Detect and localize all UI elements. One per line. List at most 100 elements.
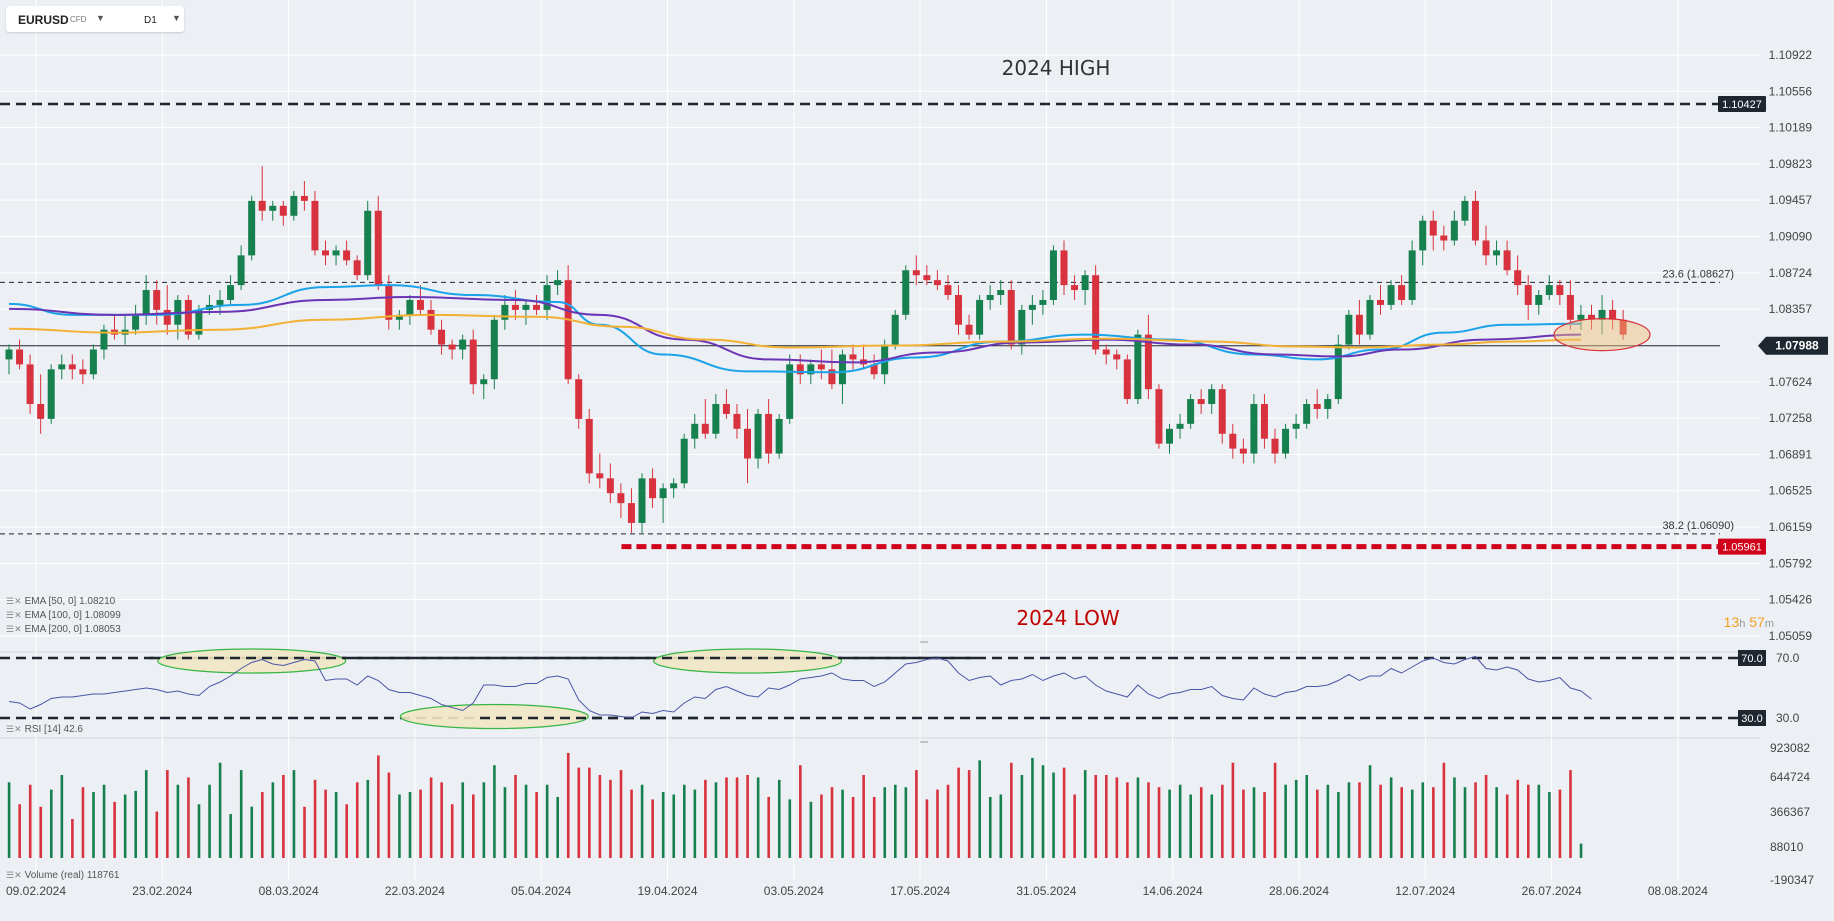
- volume-bar[interactable]: [1157, 787, 1161, 858]
- candle-body[interactable]: [216, 299, 224, 305]
- rsi-highlight-ellipse[interactable]: [652, 648, 843, 674]
- volume-bar[interactable]: [1305, 774, 1309, 858]
- rsi-line[interactable]: [8, 655, 1592, 719]
- candle-body[interactable]: [1461, 200, 1469, 221]
- volume-bar[interactable]: [704, 779, 707, 858]
- volume-bar[interactable]: [883, 787, 887, 858]
- candle-body[interactable]: [290, 195, 298, 216]
- candle-body[interactable]: [828, 369, 836, 385]
- volume-bar[interactable]: [1484, 774, 1488, 858]
- volume-bar[interactable]: [482, 782, 486, 858]
- candle-body[interactable]: [1514, 270, 1522, 286]
- candle-body[interactable]: [5, 349, 13, 360]
- volume-bar[interactable]: [1358, 782, 1361, 858]
- candle-body[interactable]: [1007, 290, 1015, 345]
- volume-bar[interactable]: [577, 767, 581, 858]
- chevron-down-icon[interactable]: ▼: [172, 13, 181, 23]
- candle-body[interactable]: [1566, 295, 1574, 320]
- volume-bar[interactable]: [967, 770, 971, 858]
- volume-bar[interactable]: [134, 790, 137, 858]
- candle-body[interactable]: [459, 339, 467, 350]
- volume-bar[interactable]: [545, 784, 549, 858]
- volume-bar[interactable]: [324, 789, 327, 858]
- volume-bar[interactable]: [229, 814, 232, 858]
- volume-bar[interactable]: [524, 784, 528, 858]
- candle-body[interactable]: [1398, 285, 1406, 300]
- volume-bar[interactable]: [799, 765, 802, 858]
- volume-bar[interactable]: [1463, 787, 1467, 858]
- volume-bar[interactable]: [1284, 784, 1287, 858]
- volume-bar[interactable]: [71, 818, 74, 858]
- candle-body[interactable]: [1471, 200, 1479, 241]
- candle-body[interactable]: [1166, 428, 1173, 444]
- candle-body[interactable]: [680, 438, 688, 484]
- candle-body[interactable]: [944, 285, 952, 296]
- volume-bar[interactable]: [1115, 777, 1119, 858]
- volume-bar[interactable]: [366, 779, 370, 858]
- volume-bar[interactable]: [1242, 789, 1245, 858]
- candle-body[interactable]: [258, 200, 266, 211]
- settings-icon[interactable]: ☰✕: [6, 724, 22, 734]
- candle-body[interactable]: [1588, 314, 1595, 320]
- volume-bar[interactable]: [1537, 784, 1541, 858]
- volume-bar[interactable]: [1010, 762, 1013, 858]
- volume-bar[interactable]: [725, 777, 728, 858]
- candle-body[interactable]: [1049, 250, 1057, 300]
- candle-body[interactable]: [701, 423, 709, 434]
- candle-body[interactable]: [1493, 250, 1501, 256]
- candle-body[interactable]: [1535, 295, 1543, 305]
- volume-bar[interactable]: [1273, 762, 1277, 858]
- candle-body[interactable]: [132, 314, 140, 330]
- volume-bar[interactable]: [767, 796, 770, 858]
- candle-body[interactable]: [195, 309, 203, 335]
- volume-bar[interactable]: [1326, 784, 1330, 858]
- candle-body[interactable]: [976, 299, 984, 335]
- candle-body[interactable]: [923, 275, 931, 281]
- volume-bar[interactable]: [92, 792, 95, 858]
- candle-body[interactable]: [1176, 423, 1184, 429]
- candle-body[interactable]: [322, 250, 329, 256]
- volume-bar[interactable]: [904, 787, 908, 858]
- candle-body[interactable]: [1239, 448, 1247, 454]
- volume-bar[interactable]: [735, 777, 739, 858]
- volume-bar[interactable]: [1421, 782, 1425, 858]
- volume-bar[interactable]: [1389, 777, 1393, 858]
- volume-bar[interactable]: [788, 799, 792, 858]
- volume-bar[interactable]: [1516, 779, 1520, 858]
- volume-bar[interactable]: [1442, 762, 1446, 858]
- candle-body[interactable]: [353, 260, 361, 276]
- timeframe-selector[interactable]: D1: [144, 15, 157, 26]
- volume-bar[interactable]: [176, 784, 180, 858]
- candle-body[interactable]: [838, 354, 846, 385]
- candle-body[interactable]: [722, 404, 730, 414]
- candle-body[interactable]: [1282, 428, 1290, 454]
- volume-bar[interactable]: [1126, 782, 1129, 858]
- candle-body[interactable]: [585, 418, 593, 474]
- candle-body[interactable]: [965, 324, 973, 335]
- settings-icon[interactable]: ☰✕: [6, 596, 22, 606]
- volume-bar[interactable]: [355, 782, 359, 858]
- candle-body[interactable]: [395, 314, 403, 320]
- candle-body[interactable]: [1113, 354, 1121, 360]
- candle-body[interactable]: [1334, 344, 1342, 400]
- volume-bar[interactable]: [619, 770, 623, 858]
- candle-body[interactable]: [744, 428, 751, 459]
- volume-bar[interactable]: [556, 796, 559, 858]
- volume-bar[interactable]: [1379, 784, 1382, 858]
- candle-body[interactable]: [564, 280, 572, 380]
- volume-bar[interactable]: [872, 796, 876, 858]
- volume-bar[interactable]: [81, 787, 85, 858]
- volume-bar[interactable]: [1189, 794, 1192, 858]
- candle-body[interactable]: [575, 379, 583, 419]
- symbol-label[interactable]: EURUSD: [18, 13, 69, 27]
- volume-bar[interactable]: [566, 753, 570, 858]
- candle-body[interactable]: [1260, 404, 1268, 439]
- candle-body[interactable]: [37, 404, 45, 419]
- volume-bar[interactable]: [1031, 757, 1034, 858]
- candle-body[interactable]: [1324, 399, 1332, 409]
- candle-body[interactable]: [1355, 314, 1363, 335]
- volume-bar[interactable]: [313, 779, 317, 858]
- candle-body[interactable]: [596, 473, 604, 479]
- volume-bar[interactable]: [693, 789, 697, 858]
